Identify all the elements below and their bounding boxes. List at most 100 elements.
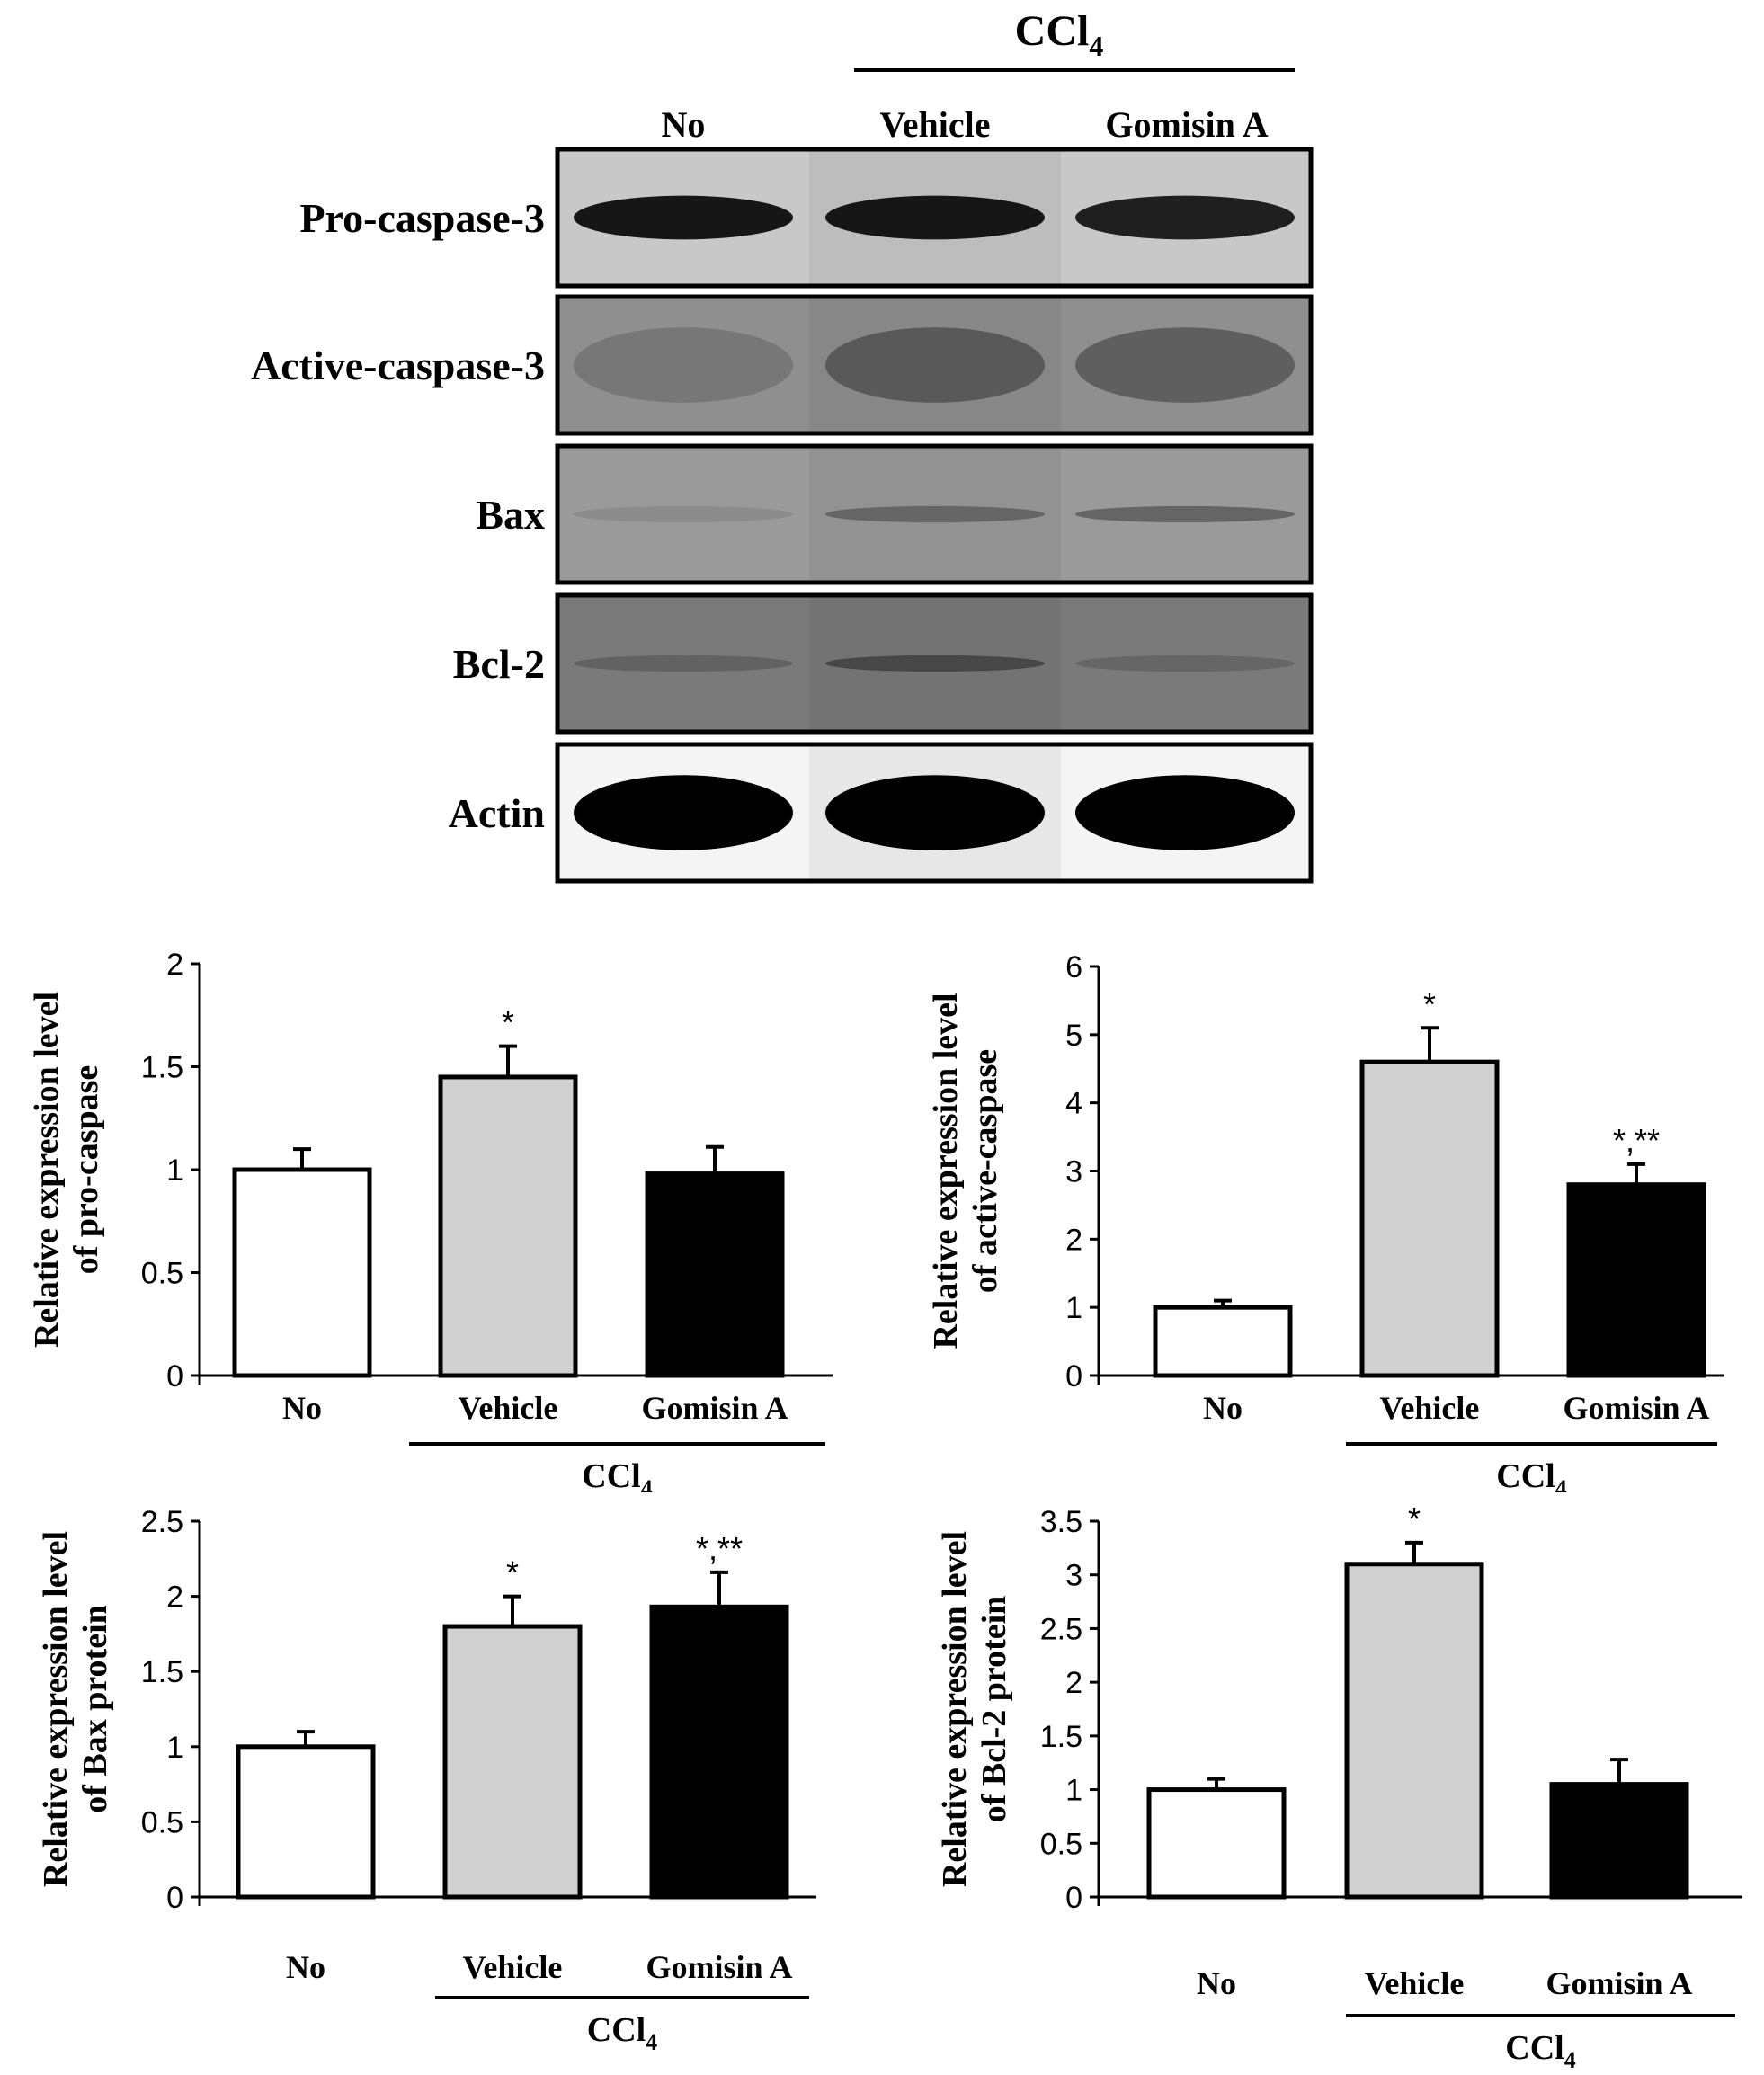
y-axis-label-line: Relative expression level bbox=[37, 1531, 75, 1887]
y-tick-label: 1.5 bbox=[1040, 1720, 1082, 1754]
y-axis-label-line: Relative expression level bbox=[936, 1531, 974, 1887]
group-label-subscript: 4 bbox=[1564, 2047, 1576, 2073]
blot-row-frame bbox=[555, 592, 1314, 735]
x-tick-label: Vehicle bbox=[459, 1390, 558, 1426]
blot-row: Active-caspase-3 bbox=[251, 294, 1314, 436]
x-tick-label: Gomisin A bbox=[646, 1949, 792, 1985]
bar bbox=[236, 1744, 376, 1900]
significance-label: *,** bbox=[696, 1530, 743, 1567]
y-tick-label: 0 bbox=[166, 1359, 183, 1394]
blot-lane-label: No bbox=[662, 104, 706, 145]
blot-band bbox=[574, 775, 793, 850]
x-tick-label: Gomisin A bbox=[1546, 1965, 1692, 2001]
y-tick-label: 1.5 bbox=[141, 1655, 183, 1689]
y-axis-label-line: of pro-caspase bbox=[67, 1065, 105, 1275]
significance-label: * bbox=[1423, 985, 1436, 1022]
y-tick-label: 1 bbox=[166, 1153, 183, 1188]
bar bbox=[438, 1074, 578, 1378]
blot-band bbox=[1075, 327, 1295, 403]
y-tick-label: 2 bbox=[1065, 1223, 1082, 1257]
significance-label: * bbox=[1408, 1501, 1421, 1537]
y-tick-label: 1 bbox=[1065, 1774, 1082, 1808]
x-tick-label: No bbox=[1197, 1965, 1236, 2001]
y-axis-label: Relative expression levelof Bcl-2 protei… bbox=[936, 1531, 1013, 1887]
blot-row-label: Active-caspase-3 bbox=[251, 343, 545, 388]
y-tick-label: 0.5 bbox=[141, 1257, 183, 1291]
chart-pro-caspase: Relative expression levelof pro-caspase 0… bbox=[28, 948, 833, 1492]
bar bbox=[645, 1171, 785, 1378]
significance-label: * bbox=[506, 1554, 519, 1591]
blot-band bbox=[825, 505, 1045, 523]
group-label-subscript: 4 bbox=[646, 2029, 657, 2055]
bar bbox=[1146, 1787, 1287, 1900]
group-label-text: CCl bbox=[1496, 1457, 1555, 1492]
group-label-text: CCl bbox=[587, 2011, 646, 2049]
blot-row-label: Bcl-2 bbox=[453, 641, 545, 687]
blot-row-label: Bax bbox=[476, 492, 545, 538]
y-tick-label: 0.5 bbox=[141, 1805, 183, 1839]
x-tick-label: Vehicle bbox=[463, 1949, 563, 1985]
significance-label: * bbox=[502, 1004, 514, 1041]
y-tick-label: 1 bbox=[166, 1731, 183, 1765]
blot-row-label: Pro-caspase-3 bbox=[299, 195, 545, 241]
y-axis-label-line: of Bcl-2 protein bbox=[976, 1596, 1013, 1823]
y-tick-label: 3.5 bbox=[1040, 1505, 1082, 1539]
bar bbox=[1153, 1305, 1293, 1378]
blot-band bbox=[825, 195, 1045, 240]
blot-band bbox=[1075, 775, 1295, 850]
blot-band bbox=[574, 655, 793, 672]
group-label: CCl4 bbox=[582, 1457, 652, 1492]
y-tick-label: 3 bbox=[1065, 1559, 1082, 1593]
y-tick-label: 0 bbox=[1065, 1881, 1082, 1915]
group-label: CCl4 bbox=[1505, 2029, 1575, 2073]
bar bbox=[1549, 1782, 1689, 1900]
blot-row: Actin bbox=[449, 742, 1314, 884]
blot-band bbox=[1075, 655, 1295, 672]
y-tick-label: 2.5 bbox=[1040, 1612, 1082, 1646]
x-tick-label: No bbox=[1203, 1390, 1243, 1426]
y-tick-label: 1 bbox=[1065, 1291, 1082, 1325]
y-tick-label: 2 bbox=[1065, 1666, 1082, 1700]
y-tick-label: 0 bbox=[1065, 1359, 1082, 1394]
blot-row-frame bbox=[555, 443, 1314, 585]
y-tick-label: 2 bbox=[166, 1581, 183, 1615]
x-tick-label: Vehicle bbox=[1380, 1390, 1480, 1426]
y-tick-label: 1.5 bbox=[141, 1051, 183, 1085]
x-tick-label: Gomisin A bbox=[1563, 1390, 1709, 1426]
blot-rows: Pro-caspase-3 Active-caspase-3 Bax Bcl-2 Act… bbox=[251, 147, 1314, 884]
blot-band bbox=[1075, 195, 1295, 240]
western-blot-panel: CCl4 No Vehicle Gomisin A Pro-caspase-3 Act… bbox=[251, 7, 1314, 884]
blot-lane-label: Gomisin A bbox=[1105, 104, 1268, 145]
bar bbox=[442, 1624, 583, 1900]
blot-row-label: Actin bbox=[449, 790, 545, 836]
bar bbox=[1344, 1562, 1484, 1900]
significance-label: *,** bbox=[1613, 1122, 1660, 1159]
y-tick-label: 0.5 bbox=[1040, 1827, 1082, 1861]
blot-treatment-label: CCl4 bbox=[1015, 7, 1104, 62]
y-tick-label: 3 bbox=[1065, 1155, 1082, 1189]
chart-bcl2-protein: Relative expression levelof Bcl-2 protei… bbox=[936, 1501, 1742, 2073]
bar bbox=[1566, 1182, 1706, 1378]
y-tick-label: 5 bbox=[1065, 1019, 1082, 1053]
blot-band bbox=[574, 327, 793, 403]
y-axis-label-line: of active-caspase bbox=[967, 1049, 1004, 1293]
blot-row-frame bbox=[555, 742, 1314, 884]
y-tick-label: 6 bbox=[1065, 950, 1082, 984]
x-tick-label: Gomisin A bbox=[641, 1390, 788, 1426]
y-axis-label: Relative expression levelof Bax protein bbox=[37, 1531, 114, 1887]
blot-lane-label: Vehicle bbox=[880, 104, 991, 145]
group-label: CCl4 bbox=[587, 2011, 657, 2055]
blot-row-frame bbox=[555, 294, 1314, 436]
y-axis-label-line: Relative expression level bbox=[28, 992, 66, 1348]
y-axis-label-line: Relative expression level bbox=[927, 993, 965, 1349]
group-label-subscript: 4 bbox=[1555, 1475, 1567, 1492]
blot-band bbox=[574, 195, 793, 240]
x-tick-label: No bbox=[286, 1949, 325, 1985]
blot-treatment-header: CCl4 bbox=[854, 7, 1295, 72]
blot-lane-labels: No Vehicle Gomisin A bbox=[662, 104, 1269, 145]
group-label-text: CCl bbox=[582, 1457, 640, 1492]
y-tick-label: 0 bbox=[166, 1881, 183, 1915]
y-tick-label: 2.5 bbox=[141, 1505, 183, 1539]
group-label-subscript: 4 bbox=[641, 1475, 653, 1492]
blot-band bbox=[825, 327, 1045, 403]
